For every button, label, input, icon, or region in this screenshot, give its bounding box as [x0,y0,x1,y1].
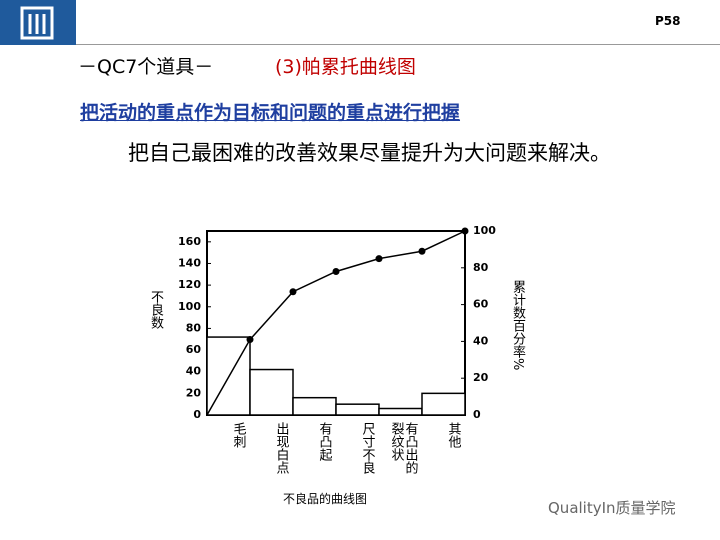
heading: 把活动的重点作为目标和问题的重点进行把握 [80,102,461,124]
y2-tick-label: 100 [473,224,496,237]
bar [249,368,294,416]
category-label: 其他 [445,422,461,448]
cumulative-point [461,227,469,235]
category-label: 有凸起 [316,422,332,461]
bar [335,403,380,416]
bar [292,396,337,416]
y2-tick-label: 60 [473,298,489,311]
cumulative-point [332,267,340,275]
y-tick-label: 80 [186,321,202,334]
y-tick-label: 100 [178,300,201,313]
cumulative-point [289,288,297,296]
logo [0,0,76,45]
category-label: 有凸出的裂纹状 [388,422,418,474]
section-title: (3)帕累托曲线图 [275,56,416,78]
cumulative-point [246,336,254,344]
y-tick-label: 120 [178,278,201,291]
watermark: QualityIn质量学院 [548,499,676,517]
y2-tick-label: 0 [473,408,481,421]
bar [421,392,466,416]
tool-set: －QC7个道具－ [78,56,214,78]
page-number: P58 [655,14,681,28]
y-tick-label: 40 [186,365,202,378]
y2-tick-label: 40 [473,334,489,347]
bar [378,407,423,416]
y-tick-label: 140 [178,256,201,269]
category-label: 出现白点 [273,422,289,474]
y2-tick-label: 80 [473,261,489,274]
header-rule [76,44,720,45]
y2-axis-label: 累计数百分率% [510,280,525,371]
y2-tick-label: 20 [473,371,489,384]
y-tick-label: 160 [178,235,201,248]
category-label: 尺寸不良 [359,422,375,474]
y-axis-label: 不良数 [148,290,163,329]
y-tick-label: 20 [186,386,202,399]
chart-caption: 不良品的曲线图 [283,492,368,506]
logo-icon [20,6,54,40]
body-text: 把自己最困难的改善效果尽量提升为大问题来解决。 [128,141,611,165]
y-tick-label: 0 [193,408,201,421]
y-tick-label: 60 [186,343,202,356]
cumulative-point [375,255,383,263]
cumulative-point [418,247,426,255]
category-label: 毛刺 [230,422,246,448]
